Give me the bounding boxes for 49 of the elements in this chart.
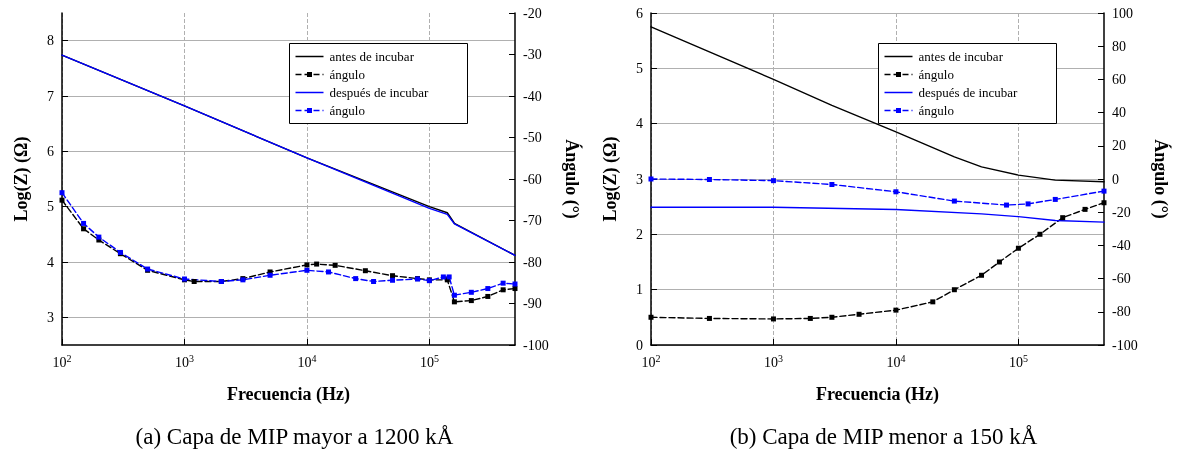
legend-label: ángulo — [329, 67, 365, 82]
y2-tick-label: -50 — [523, 130, 542, 145]
y-tick-label: 6 — [636, 5, 643, 21]
y2-tick-label: -30 — [523, 47, 542, 62]
y-tick-label: 0 — [636, 337, 643, 353]
y-tick-label: 3 — [47, 309, 54, 325]
legend-label: antes de incubar — [918, 49, 1004, 64]
legend-label: después de incubar — [329, 85, 430, 100]
y2-axis-title: Ángulo (°) — [561, 139, 583, 219]
y2-tick-label: 60 — [1112, 71, 1126, 87]
y2-tick-label: 80 — [1112, 38, 1126, 54]
y-tick-label: 2 — [636, 226, 643, 242]
y2-tick-label: -40 — [1112, 237, 1131, 253]
y2-tick-label: -80 — [523, 254, 542, 270]
y2-tick-label: -90 — [523, 296, 542, 311]
y-tick-label: 5 — [636, 60, 643, 76]
text: (b) Capa de MIP menor a 150 kÅ — [728, 424, 1039, 450]
x-axis-title: Frecuencia (Hz) — [226, 384, 351, 405]
legend-label: después de incubar — [918, 85, 1019, 100]
y-tick-label: 7 — [47, 88, 54, 104]
y2-axis-title: Ángulo (°) — [1150, 139, 1172, 219]
y2-tick-label: -70 — [523, 213, 542, 228]
y2-tick-label: 0 — [1112, 171, 1119, 187]
y-tick-label: 8 — [47, 33, 54, 49]
legend-label: ángulo — [918, 103, 954, 118]
y2-tick-label: -100 — [523, 337, 549, 353]
y-tick-label: 1 — [636, 282, 643, 298]
x-axis-title: Frecuencia (Hz) — [815, 384, 940, 405]
y2-tick-label: -40 — [523, 88, 542, 104]
legend-label: antes de incubar — [329, 49, 415, 64]
y2-tick-label: 100 — [1112, 5, 1133, 21]
text: (a) Capa de MIP mayor a 1200 kÅ — [134, 424, 455, 450]
legend-label: ángulo — [329, 103, 365, 118]
y-tick-label: 3 — [636, 171, 643, 187]
y2-tick-label: -80 — [1112, 304, 1131, 320]
y-tick-label: 6 — [47, 143, 54, 159]
y-axis-title: Log(Z) (Ω) — [11, 136, 32, 222]
y2-tick-label: -20 — [523, 5, 542, 21]
legend-label: ángulo — [918, 67, 954, 82]
y-tick-label: 4 — [47, 254, 54, 270]
y2-tick-label: -20 — [1112, 204, 1131, 220]
y-axis-title: Log(Z) (Ω) — [600, 136, 621, 222]
y2-tick-label: 20 — [1112, 138, 1126, 154]
y2-tick-label: 40 — [1112, 105, 1126, 121]
y-tick-label: 4 — [636, 116, 643, 132]
y2-tick-label: -100 — [1112, 337, 1138, 353]
y2-tick-label: -60 — [523, 171, 542, 187]
y2-tick-label: -60 — [1112, 271, 1131, 287]
y-tick-label: 5 — [47, 199, 54, 215]
